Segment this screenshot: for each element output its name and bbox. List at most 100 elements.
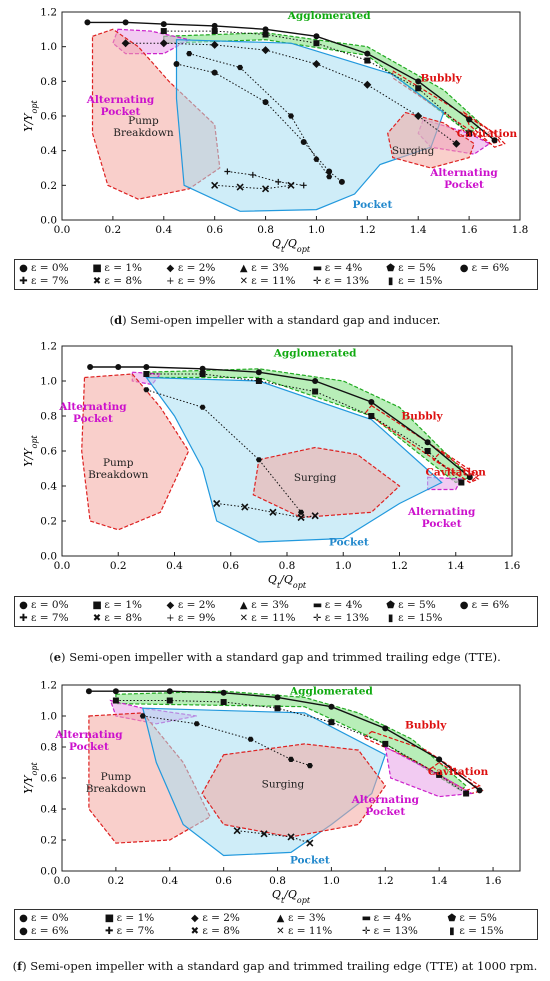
region-label: Alternating [407,506,476,518]
series-line-4 [176,63,343,183]
region-cavitation [462,110,506,148]
legend-label: ε = 0% [31,599,69,611]
caption-f: (f) Semi-open impeller with a standard g… [12,959,538,973]
legend-label: ε = 0% [31,912,69,924]
legend-f: ● ε = 0% ■ ε = 1% ◆ ε = 2% ▲ ε = 3% ▬ ε = 4% ⬟ ε = … [14,909,538,940]
legend-label: ε = 11% [251,275,296,287]
y-tick-label: 0.0 [40,551,57,563]
region-label: Surging [294,472,337,484]
legend-entry: ■ ε = 1% [92,599,165,611]
legend-entry: ◆ ε = 2% [166,262,239,274]
legend-label: ε = 11% [287,925,333,937]
legend-label: ε = 6% [471,262,510,274]
legend-label: ε = 9% [177,275,216,287]
data-point [297,513,305,522]
region-label: Surging [262,778,305,790]
legend-marker: ● [19,262,28,274]
y-tick-label: 0.4 [40,481,57,493]
region-label: Breakdown [88,469,149,481]
caption-d: (d) Semi-open impeller with a standard g… [109,313,441,327]
x-tick-label: 0.0 [54,560,71,572]
series-line-2 [146,389,302,513]
data-point [262,31,269,38]
legend-entry: ▮ ε = 15% [386,275,459,287]
y-tick-label: 0.8 [40,76,57,88]
legend-entry: ▬ ε = 4% [313,262,386,274]
y-tick-label: 0.6 [40,111,57,123]
data-point [121,39,130,48]
region-label: Pocket [365,806,405,818]
data-point [159,39,168,48]
legend-label: ε = 13% [324,275,369,287]
y-tick-label: 0.8 [40,411,57,423]
data-point [436,756,443,763]
x-tick-label: 1.4 [447,560,464,572]
legend-label: ε = 4% [324,599,363,611]
region-label: Alternating [54,729,123,741]
data-point [312,378,319,384]
x-tick-label: 0.2 [108,875,125,887]
x-tick-label: 0.6 [206,224,223,236]
data-point [463,790,470,797]
legend-marker: ✖ [92,275,102,287]
axis-ticks: 0.0 0.2 0.4 0.6 0.8 1.0 1.2 1.4 1.6 0.0 0.2 0.4 0.6 0… [40,341,520,573]
legend-marker: ▲ [276,912,285,924]
y-tick-label: 1.2 [40,341,57,353]
series-line-2 [142,715,311,767]
legend-marker: ◆ [166,599,175,611]
y-tick-label: 0.6 [40,773,57,785]
data-point [452,139,461,148]
region-surging [387,111,475,169]
data-point [306,839,314,847]
series-line-5 [227,171,304,186]
y-tick-label: 1.0 [40,376,57,388]
legend-marker: ■ [92,599,102,611]
region-label: Agglomerated [273,348,357,360]
data-point [414,112,423,120]
region-label: Cavitation [426,467,487,479]
legend-marker: ✖ [92,612,102,624]
region-label: Pocket [353,199,393,211]
legend-label: ε = 8% [104,612,142,624]
data-point [261,46,270,55]
data-point [224,168,231,175]
data-point [491,137,498,144]
region-label: Pocket [73,413,113,425]
data-point [112,688,119,695]
y-axis-label: Y/Yopt [22,100,39,132]
legend-marker: ⬟ [386,599,395,611]
legend-entry: ● ε = 6% [460,599,533,611]
data-point [211,69,218,76]
data-point [288,756,294,762]
caption-e: (e) Semi-open impeller with a standard g… [49,650,501,664]
legend-entry: ▮ ε = 15% [447,925,533,937]
y-axis-label: Y/Yopt [22,435,39,467]
chart-f: AgglomeratedBubblyCavitationAlternatingP… [22,680,521,905]
region-pump-breakdown [81,373,190,531]
data-point [186,51,193,57]
data-point [87,364,94,370]
x-tick-label: 1.0 [308,224,325,236]
data-point [249,171,256,178]
region-label: Pocket [101,106,141,118]
data-point [199,371,206,377]
legend-marker: ✛ [313,275,322,287]
legend-label: ε = 1% [116,912,155,924]
legend-entry: ⬟ ε = 5% [386,599,459,611]
region-label: Pocket [329,537,369,549]
legend-label: ε = 4% [324,262,363,274]
legend-entry: + ε = 9% [166,275,239,287]
data-point [326,168,333,175]
legend-marker: ● [19,912,28,924]
legend-label: ε = 7% [116,925,155,937]
region-label: Breakdown [113,127,174,139]
x-tick-label: 1.0 [323,875,340,887]
legend-entry: ▲ ε = 3% [239,262,312,274]
data-point [211,22,218,29]
data-point [211,181,219,189]
data-point [306,763,313,769]
legend-label: ε = 13% [373,925,418,937]
x-tick-label: 0.4 [161,875,178,887]
x-tick-label: 1.6 [461,224,478,236]
data-point [261,185,270,193]
